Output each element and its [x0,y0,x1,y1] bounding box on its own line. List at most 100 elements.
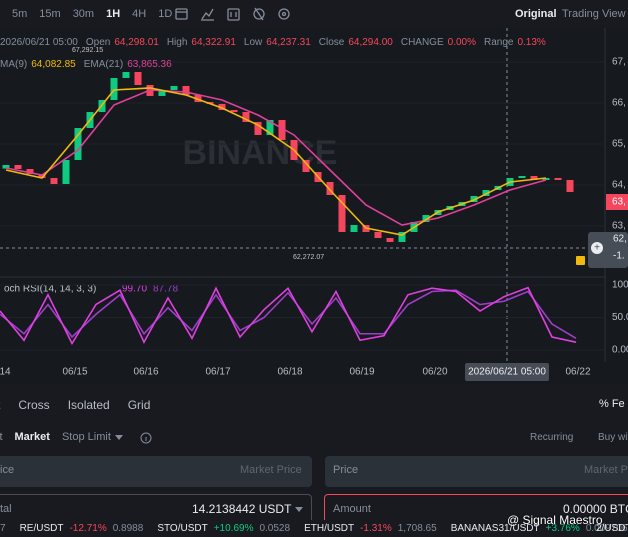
ema-legend: MA(9) 64,082.85 EMA(21) 63,865.36 [0,59,172,70]
interval[interactable]: 5m [12,8,28,20]
ticker-bar: 7 RE/USDT -12.71% 0.8988 STO/USDT +10.69% 0.05… [0,520,628,537]
rsi-d-line [0,289,577,339]
crosshair-change: -1. [613,251,625,262]
y-tick-label: 66, [612,98,626,109]
rsi-tick-label: 100 [612,280,628,291]
ticker-price: 0.8988 [112,523,144,534]
candle [386,238,394,242]
legend-value: 64,237.31 [266,37,311,48]
rsi-d: 87.78 [153,284,178,295]
y-tick-label: 64, [612,180,626,191]
last-price-tag: 63, [612,197,626,208]
interval[interactable]: 1D [158,8,173,20]
candle [554,177,562,180]
ticker-lead: 7 [0,523,6,534]
ema9-line [5,87,547,236]
right-amount: 0.00000 BTC [563,502,628,516]
dropdown-arrow [114,434,123,440]
order-type[interactable]: lt [0,431,3,443]
ticker-pair: RE/USDT [19,523,64,534]
left-total-value: 14.2138442 USDT [192,502,304,516]
ticker-pair: BANANAS31/USDT [450,523,540,534]
add-icon: + [594,243,600,254]
margin-tab[interactable]: Grid [127,398,151,412]
fee[interactable]: % Fe [599,398,625,410]
interval[interactable]: 15m [39,8,61,20]
ticker-price: 0.009706 [585,523,628,534]
buy-with[interactable]: Buy with [598,432,628,443]
order-types: lt Market Stop Limit [0,431,123,443]
ema-value: 63,865.36 [127,59,172,70]
toolbar-icons [175,7,290,21]
legend-value: 64,294.00 [348,37,393,48]
interval[interactable]: 4H [132,8,147,20]
recurring[interactable]: Recurring [530,432,574,443]
y-tick-label: 63, [612,221,626,232]
legend-label: Low [243,37,263,48]
candle [518,175,526,178]
ticker-price: 0.0528 [259,523,291,534]
x-tick-label: 06/22 [565,367,590,378]
ticker-price: 1,708.65 [397,523,437,534]
add-button[interactable] [591,242,603,254]
crosshair-time-box [465,363,549,381]
flag-icon[interactable] [576,256,585,265]
ticker-pair: ETH/USDT [304,523,355,534]
candle [218,103,226,111]
amount-unit: BTC [609,502,628,516]
candle [542,177,550,180]
candle [470,195,478,203]
left-price-input[interactable] [0,456,312,487]
view-tradingview[interactable]: Trading View [562,8,626,20]
x-tick-label: 06/19 [349,367,374,378]
ticker-change: +10.69% [213,523,254,534]
left-total-label: tal [0,503,12,515]
left-price-label: ice [0,464,15,476]
margin-tab[interactable]: Isolated [67,398,110,412]
y-tick-label: 65, [612,139,626,150]
candle [62,159,70,185]
view-original[interactable]: Original [515,8,557,20]
order-type[interactable]: Market [14,431,50,443]
candle [38,174,46,179]
rsi-tick-label: 0.00 [612,345,628,356]
legend-label: CHANGE [400,37,444,48]
candle [482,190,490,196]
candle [182,85,190,95]
ticker-change: -12.71% [69,523,107,534]
margin-tab[interactable]: Cross [18,398,50,412]
candle [134,71,142,85]
candle [122,71,130,78]
right-price-input[interactable] [325,456,628,487]
candle [26,169,34,175]
crosshair-price: 62, [613,234,627,245]
ema-value: 64,082.85 [31,59,76,70]
legend-label: Range [484,37,514,48]
candle [50,178,58,185]
interval-bar: 5m 15m 30m 1H 4H 1D [12,8,172,20]
x-tick-label: 06/18 [277,367,302,378]
x-tick-label: 06/17 [205,367,230,378]
right-amount-label: Amount [333,503,371,515]
x-tick-label: 06/16 [133,367,158,378]
legend-label: Close [318,37,345,48]
rsi-tick-label: 50.0 [612,312,628,323]
legend-label: Open [85,37,111,48]
candle [110,77,118,101]
candle [530,175,538,180]
x-tick-label: 14 [0,367,11,378]
amount-value: 0.00000 [563,502,607,516]
info-icon[interactable] [140,432,152,444]
margin-tabs: tCrossIsolatedGrid [0,398,150,412]
watermark: BINANCE [183,134,338,172]
order-type[interactable]: Stop Limit [62,431,123,443]
interval[interactable]: 1H [106,8,121,20]
candle [350,225,358,232]
interval[interactable]: 30m [72,8,95,20]
crosshair-time: 2026/06/21 05:00 [468,367,546,378]
ticker-tail: 2/USDT [596,523,628,534]
total-value: 14.2138442 [192,502,256,516]
legend-time: 2026/06/21 05:00 [0,37,78,48]
right-price-label: Price [333,464,359,476]
legend-value: 0.00% [447,37,476,48]
